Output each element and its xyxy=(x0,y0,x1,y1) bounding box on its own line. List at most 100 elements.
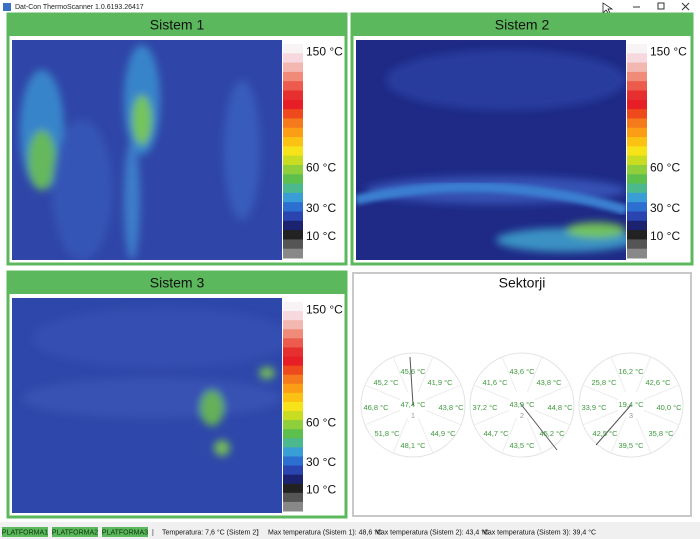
scale-band xyxy=(283,81,303,92)
app-icon xyxy=(3,3,11,11)
scale-band xyxy=(627,53,647,64)
scale-label: 150 °C xyxy=(650,45,687,59)
scale-band xyxy=(283,155,303,166)
sector-value: 44,9 °C xyxy=(430,429,456,438)
scale-band xyxy=(627,155,647,166)
sector-value: 45,2 °C xyxy=(539,429,565,438)
platform-button-label[interactable]: PLATFORMA3 xyxy=(102,529,148,536)
heat-region xyxy=(200,390,224,426)
title-bar xyxy=(0,0,700,14)
sector-value: 45,6 °C xyxy=(400,367,426,376)
platform-button-bg[interactable] xyxy=(52,527,98,537)
panel-header xyxy=(352,14,692,36)
center-value: 43,9 °C xyxy=(509,400,535,409)
panel-title: Sistem 2 xyxy=(495,17,550,33)
scale-band xyxy=(627,62,647,73)
sector-divider xyxy=(526,417,543,454)
max-temperature: Max temperatura (Sistem 2): 43,4 °C xyxy=(375,528,489,536)
scale-band xyxy=(283,183,303,194)
sector-divider xyxy=(417,417,434,454)
sector-divider xyxy=(635,356,652,393)
sector-divider xyxy=(425,409,462,426)
scale-band xyxy=(283,62,303,73)
scale-band xyxy=(283,220,303,231)
heat-region xyxy=(22,378,282,418)
scale-band xyxy=(283,383,303,394)
sector-value: 40,0 °C xyxy=(656,403,682,412)
scale-band xyxy=(283,118,303,129)
center-value: 47,4 °C xyxy=(400,400,426,409)
scale-band xyxy=(283,302,303,312)
temperature: Temperatura: 7,6 °C (Sistem 2) xyxy=(162,528,259,536)
thermal-blobs xyxy=(20,45,260,260)
sector-divider xyxy=(392,356,409,393)
platform-button[interactable]: PLATFORMA3 xyxy=(102,527,148,537)
panel-title: Sektorji xyxy=(499,275,546,291)
scale-band xyxy=(283,429,303,439)
center-value: 19,4 °C xyxy=(618,400,644,409)
dial-needle xyxy=(595,404,632,446)
panel-title: Sistem 1 xyxy=(150,17,205,33)
scale-band xyxy=(627,81,647,92)
platform-button[interactable]: PLATFORMA1 xyxy=(2,527,48,537)
sector-value: 43,8 °C xyxy=(536,378,562,387)
scale-band xyxy=(283,447,303,457)
sector-value: 46,8 °C xyxy=(363,403,389,412)
sector-divider xyxy=(417,356,434,393)
platform-button-bg[interactable] xyxy=(2,527,48,537)
scale-band xyxy=(283,401,303,412)
scale-band xyxy=(283,230,303,240)
scale-band xyxy=(627,99,647,110)
window-controls[interactable] xyxy=(633,2,690,11)
dial-label: 2 xyxy=(520,411,524,420)
platform-button[interactable]: PLATFORMA2 xyxy=(52,527,98,537)
sector-divider xyxy=(534,384,571,401)
platform-button-label[interactable]: PLATFORMA1 xyxy=(2,529,48,536)
scale-band xyxy=(627,192,647,203)
sector-divider xyxy=(526,356,543,393)
sector-value: 45,2 °C xyxy=(373,378,399,387)
scale-band xyxy=(283,392,303,403)
sector-divider xyxy=(582,409,619,426)
sectors-panel: Sektorji 45,6 °C41,9 °C 43,8 °C 44,9 °C 48,1… xyxy=(352,272,692,517)
maximize-button[interactable] xyxy=(657,2,665,10)
scale-label: 60 °C xyxy=(306,415,336,429)
sector-divider xyxy=(635,417,652,454)
heat-region xyxy=(224,80,260,220)
scale-label: 10 °C xyxy=(306,482,336,496)
close-button[interactable] xyxy=(681,2,690,11)
scale-label: 10 °C xyxy=(650,229,680,243)
scale-band xyxy=(627,71,647,82)
heat-region xyxy=(566,222,626,238)
thermal-blobs xyxy=(22,308,282,456)
scale-band xyxy=(283,438,303,448)
scale-band xyxy=(283,146,303,157)
scale-band xyxy=(283,211,303,222)
scale-band xyxy=(283,192,303,203)
dial-needle xyxy=(519,402,558,451)
sector-value: 35,8 °C xyxy=(648,429,674,438)
platform-button-label[interactable]: PLATFORMA2 xyxy=(52,529,98,536)
platform-button-bg[interactable] xyxy=(102,527,148,537)
sector-value: 43,5 °C xyxy=(509,441,535,450)
scale-band xyxy=(627,211,647,222)
sector-value: 42,5 °C xyxy=(592,429,618,438)
scale-band xyxy=(283,99,303,110)
heat-streak xyxy=(356,182,626,215)
heat-region xyxy=(214,440,230,456)
sector-divider xyxy=(610,417,627,454)
sector-value: 41,9 °C xyxy=(427,378,453,387)
sector-divider xyxy=(473,384,510,401)
thermal-panel: Sistem 1 150 °C 60 °C 30 °C 10 °C xyxy=(6,12,348,266)
window-title: Dat-Con ThermoScanner 1.0.6193.26417 xyxy=(15,4,144,11)
heat-region xyxy=(259,367,275,379)
scale-band xyxy=(627,146,647,157)
scale-band xyxy=(627,183,647,194)
scale-label: 150 °C xyxy=(306,45,343,59)
scale-band xyxy=(627,137,647,147)
sector-divider xyxy=(501,417,518,454)
sector-divider xyxy=(643,384,680,401)
sector-value: 43,8 °C xyxy=(438,403,464,412)
thermal-panel: Sistem 3 150 °C 60 °C 30 °C 10 °C xyxy=(6,270,348,519)
